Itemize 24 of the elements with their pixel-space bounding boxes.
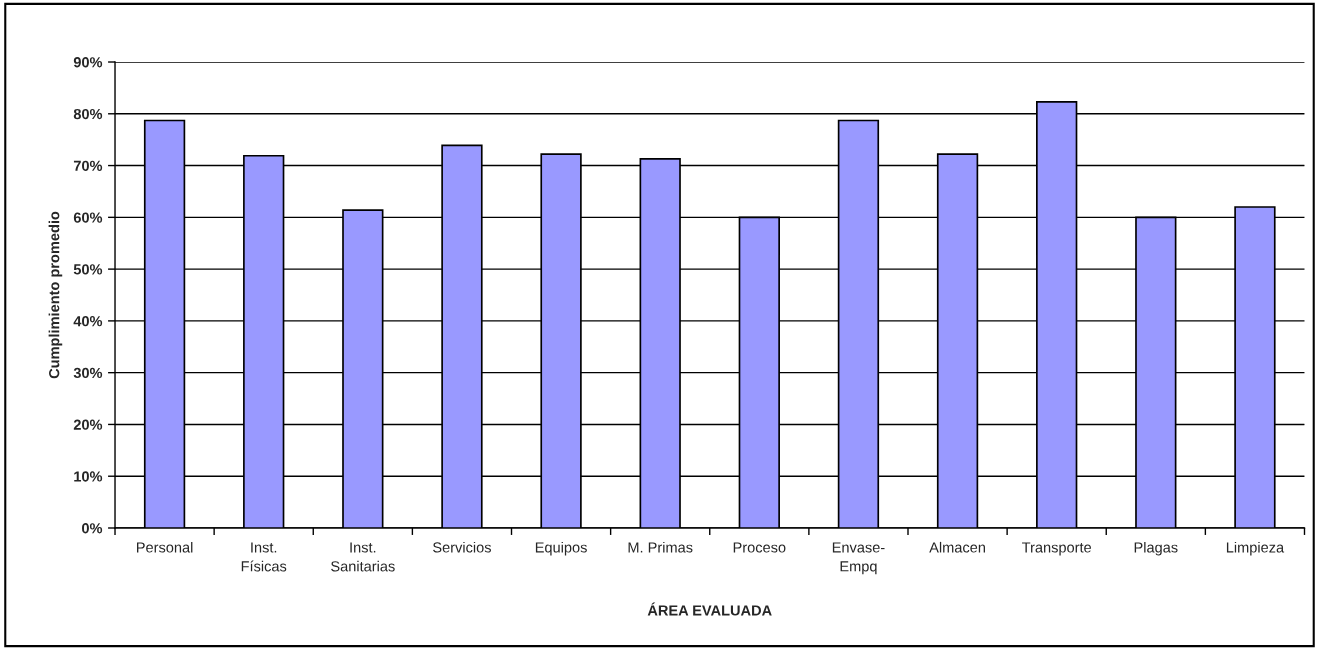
x-tick-label: Proceso <box>733 542 786 553</box>
y-tick-label: 10% <box>74 471 103 482</box>
y-tick-label: 40% <box>73 315 103 327</box>
y-tick-label: 60% <box>73 212 103 223</box>
y-tick-label: 50% <box>73 264 103 275</box>
x-tick-label: Transporte <box>1022 542 1092 556</box>
y-tick-label: 20% <box>73 419 103 430</box>
x-tick-label: Plagas <box>1134 541 1178 556</box>
y-tick-label: 90% <box>73 57 103 68</box>
y-tick-label: 70% <box>73 160 103 171</box>
y-tick-label: 0% <box>82 523 103 534</box>
x-tick-label: Inst. Sanitarias <box>331 542 395 572</box>
x-tick-label: M. Primas <box>628 541 693 553</box>
x-tick-label: Almacen <box>929 541 985 553</box>
x-tick-label: Servicios <box>433 541 491 553</box>
x-tick-label: Personal <box>137 541 193 553</box>
y-axis-title: Cumplimiento promedio <box>48 211 63 379</box>
x-axis-title: ÁREA EVALUADA <box>647 602 772 616</box>
y-tick-label: 30% <box>73 367 103 379</box>
y-tick-label: 80% <box>73 108 103 120</box>
x-tick-label: Inst. Físicas <box>241 542 287 572</box>
x-tick-label: Envase- Empq <box>832 542 885 575</box>
x-tick-label: Limpieza <box>1226 541 1285 556</box>
x-tick-label: Equipos <box>535 541 587 556</box>
